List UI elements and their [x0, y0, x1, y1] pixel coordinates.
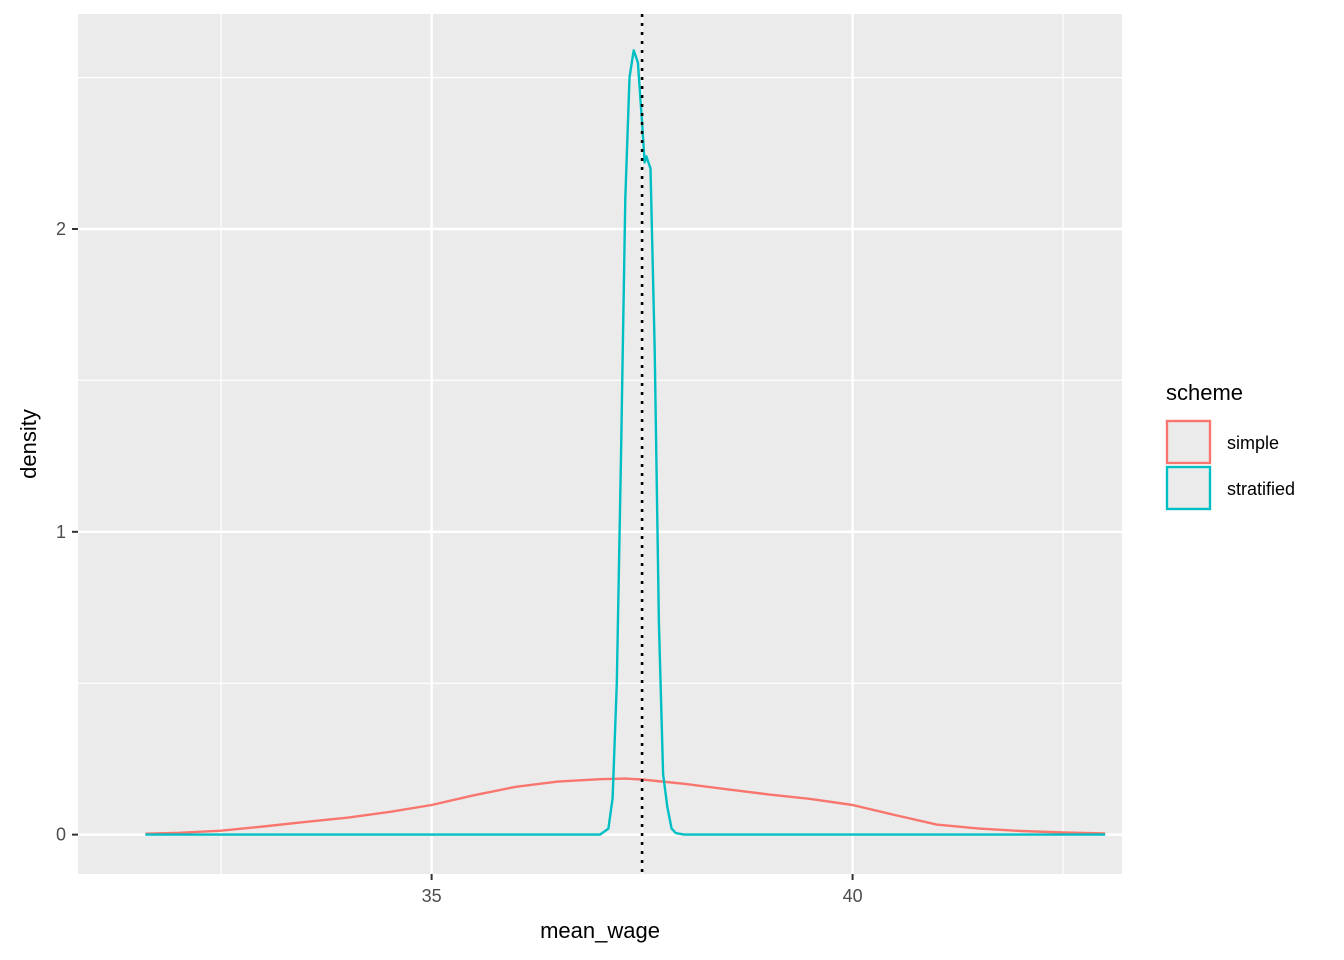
y-axis: 0 1 2: [56, 219, 78, 845]
y-tick-label: 0: [56, 825, 66, 845]
y-axis-title: density: [16, 409, 41, 479]
legend-key-simple: [1167, 421, 1210, 463]
y-tick-label: 2: [56, 219, 66, 239]
legend-label-stratified: stratified: [1227, 479, 1295, 499]
x-tick-label: 40: [843, 886, 863, 906]
minor-gridlines: [78, 14, 1122, 874]
panel-background: [78, 14, 1122, 874]
series-line-simple: [145, 777, 1106, 835]
legend-label-simple: simple: [1227, 433, 1279, 453]
x-tick-label: 35: [422, 886, 442, 906]
y-tick-label: 1: [56, 522, 66, 542]
legend-key-stratified: [1167, 467, 1210, 509]
legend-title: scheme: [1166, 380, 1243, 405]
legend-swatch-simple: [1165, 419, 1212, 465]
legend: scheme simple stratified: [1165, 380, 1295, 511]
x-axis: 35 40: [422, 874, 863, 906]
legend-swatch-stratified: [1165, 465, 1212, 511]
x-axis-title: mean_wage: [540, 918, 660, 943]
